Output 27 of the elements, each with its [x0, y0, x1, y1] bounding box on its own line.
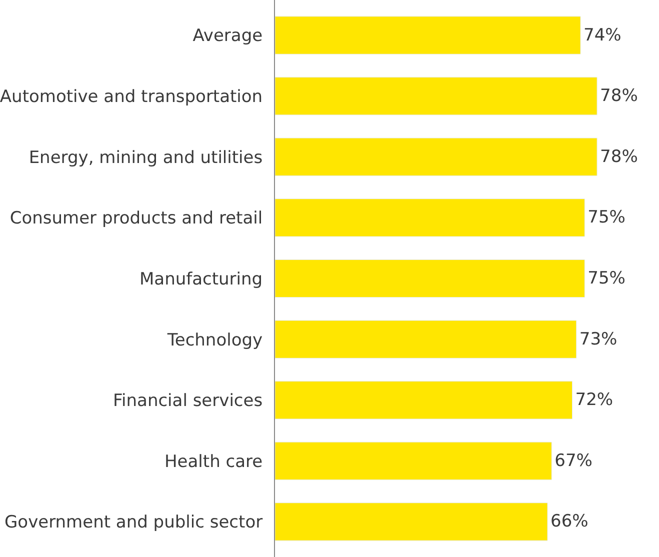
- data-label: 73%: [579, 329, 618, 350]
- y-tick-label: Financial services: [112, 391, 263, 412]
- bar: [275, 502, 548, 541]
- y-tick-label: Government and public sector: [4, 512, 263, 533]
- bar: [275, 198, 585, 237]
- bar: [275, 381, 573, 420]
- data-label: 66%: [550, 512, 588, 532]
- bar: [275, 259, 585, 298]
- data-label: 78%: [600, 146, 638, 167]
- data-label: 78%: [600, 86, 638, 106]
- y-tick-label: Average: [192, 26, 263, 46]
- y-tick-label: Consumer products and retail: [10, 208, 263, 229]
- bar: [275, 320, 577, 358]
- y-tick-label: Energy, mining and utilities: [28, 148, 263, 168]
- data-label: 74%: [584, 25, 622, 46]
- bar: [275, 16, 581, 54]
- data-label: 75%: [588, 268, 626, 288]
- data-label: 75%: [588, 208, 626, 228]
- bar: [275, 76, 598, 116]
- y-tick-label: Health care: [164, 452, 263, 472]
- data-label: 67%: [554, 450, 592, 471]
- bar: [275, 138, 598, 176]
- y-tick-label: Manufacturing: [139, 269, 263, 290]
- y-tick-label: Automotive and transportation: [0, 87, 263, 108]
- bar: [275, 442, 552, 480]
- y-tick-label: Technology: [166, 330, 263, 350]
- data-label: 72%: [575, 390, 614, 410]
